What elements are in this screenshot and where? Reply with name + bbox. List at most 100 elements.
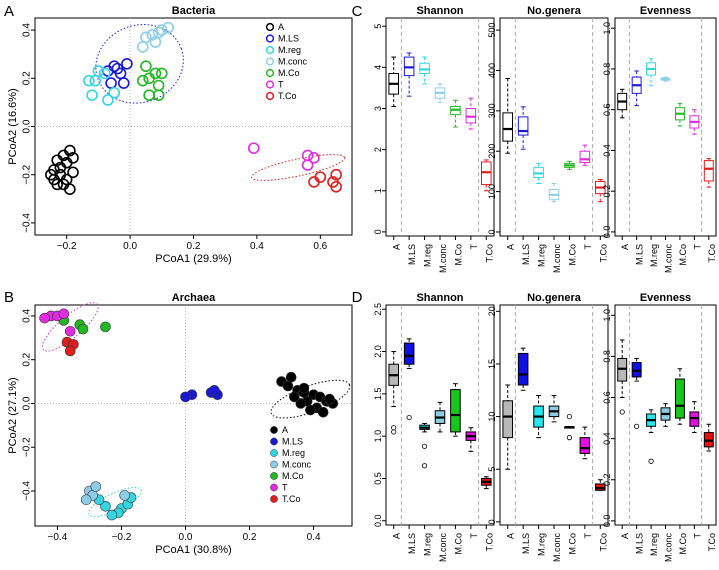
panel-d-shannon-outlier-m-ls [406,414,412,421]
panel-c-no-genera-ytick-label: 500 [487,23,497,38]
panel-a-legend-marker [265,45,275,55]
panel-b-point-m-co [100,321,111,333]
panel-c-evenness-xtick-label: M.reg [649,244,659,267]
panel-a-point-m-ls [117,77,130,89]
panel-b-legend-label: M.conc [282,460,312,470]
panel-a-point-a [64,183,76,195]
panel-d-evenness-xtick-label: M.Co [678,533,688,555]
panel-b-legend-marker [270,426,278,434]
panel-b-frame [34,304,353,527]
panel-a-point-m-reg [92,65,105,77]
panel-d-evenness-ytick-label: 0.0 [602,515,612,528]
panel-c-no-genera-xtick-label: T.Co [598,244,608,263]
panel-b-ytick-label: −0.2 [22,437,33,457]
panel-b-legend-label: M.LS [282,437,303,447]
panel-d-no-genera-xtick-label: M.conc [552,533,562,563]
panel-b-ytick-label: 0.2 [22,352,33,366]
panel-c-evenness-title: Evenness [640,5,691,17]
panel-b-point-m-reg [100,501,111,512]
panel-b-title: Archaea [172,292,216,304]
panel-c-evenness-xtick-label: A [620,244,630,250]
panel-a-point-a [54,161,67,174]
panel-d-evenness-outlier-m-ls [634,423,640,429]
panel-d-shannon-xtick-label: T.Co [484,533,494,552]
panel-b-legend-marker [270,495,278,503]
panel-a-ylabel: PCoA2 (16.6%) [7,88,19,164]
panel-b-ytick-label: −0.4 [22,481,33,501]
panel-c-no-genera-xtick-label: M.LS [521,244,531,265]
panel-a-legend-label: M.reg [278,45,301,55]
panel-c-shannon-ytick-label: 1 [373,188,383,193]
panel-b-legend-label: M.reg [282,448,305,458]
panel-a-point-m-reg [89,74,102,87]
panel-d-evenness-outlier-a [619,409,625,415]
panel-a-point-m-reg [98,67,111,80]
panel-c-no-genera-frame [499,17,609,237]
panel-a-ytick-label: −0.4 [22,213,33,233]
panel-c-evenness-ytick-label: 1.0 [602,22,612,35]
panel-c-evenness-frame [614,17,717,237]
panel-d-no-genera-xtick-label: T [583,533,593,539]
panel-b-legend-label: T [282,483,288,493]
panel-a-legend-label: M.LS [278,34,299,44]
panel-b-point-a [285,371,297,383]
panel-a-frame [34,17,353,236]
panel-d-no-genera-box-a [502,400,513,439]
panel-a-point-t-co [330,168,342,181]
panel-d-no-genera-xtick-label: M.reg [537,533,547,556]
panel-c-no-genera-ytick-label: 0 [487,229,497,234]
panel-c-no-genera-xtick-label: M.reg [537,244,547,267]
panel-a-point-t-co [330,180,342,193]
panel-b-point-a [298,382,310,394]
panel-a-legend-label: T.Co [278,91,297,101]
panel-a-legend-label: T [278,80,284,90]
panel-d-shannon-ytick-label: 0.0 [373,515,383,528]
panel-d-evenness-title: Evenness [640,292,691,304]
panel-c-shannon-ytick-label: 2 [373,147,383,152]
panel-c-no-genera-ytick-label: 400 [487,63,497,78]
panel-c-no-genera-ytick-label: 300 [487,103,497,118]
panel-d-shannon-ytick-label: 1.5 [373,388,383,401]
panel-d-shannon-xtick-label: T [469,533,479,539]
panel-d-shannon-ytick-label: 1.0 [373,430,383,443]
panel-d-evenness-xtick-label: T.Co [707,533,717,552]
panel-d-no-genera-xtick-label: A [506,533,516,539]
panel-d-shannon-xtick-label: M.reg [423,533,433,556]
panel-c-evenness-ytick-label: 0.0 [602,226,612,239]
panel-b-ytick-label: 0.4 [22,309,33,323]
panel-a-point-m-conc [140,31,152,44]
panel-d-no-genera-xtick-label: M.Co [567,533,577,555]
panel-b-xlabel: PCoA1 (30.8%) [155,544,231,556]
panel-a-point-m-co [149,67,162,80]
panel-d-no-genera-xtick-label: M.LS [521,533,531,554]
panel-c-evenness-xtick-label: M.Co [678,244,688,266]
panel-b-point-m-conc [119,490,130,501]
panel-d-no-genera-outlier-m-co [566,435,573,441]
panel-a-ytick-label: 0.4 [22,23,33,37]
panel-b-legend-label: A [282,425,288,435]
panel-c-evenness-xtick-label: T [692,244,702,250]
panel-a-legend-marker [265,22,275,32]
panel-a-point-a [67,152,79,164]
panel-c-no-genera-xtick-label: T [583,244,593,250]
panel-b-xtick-label: 0.0 [179,532,193,543]
panel-b-legend-marker [270,472,278,480]
panel-letter-b: B [4,289,14,306]
panel-a-point-t-co [308,176,320,188]
panel-letter-a: A [4,3,14,20]
panel-a-ellipse [95,24,184,104]
panel-d-evenness-xtick-label: M.reg [649,533,659,556]
panel-b-legend-marker [270,437,278,446]
panel-b-point-m-conc [80,494,92,506]
panel-a-xtick-label: 0.4 [250,241,264,252]
panel-c-no-genera-ytick-label: 200 [487,144,497,159]
panel-a-point-m-co [143,89,155,101]
panel-a-legend-marker [265,68,275,78]
panel-c-evenness-ytick-label: 0.8 [602,63,612,76]
panel-c-shannon-xtick-label: T.Co [484,244,494,263]
panel-d-shannon-box-m-ls [403,342,415,365]
panel-c-evenness-xtick-label: M.LS [635,244,645,265]
panel-a-xtick-label: 0.6 [313,241,327,252]
panel-a-legend-marker [265,57,275,66]
panel-a-point-t [308,152,320,164]
